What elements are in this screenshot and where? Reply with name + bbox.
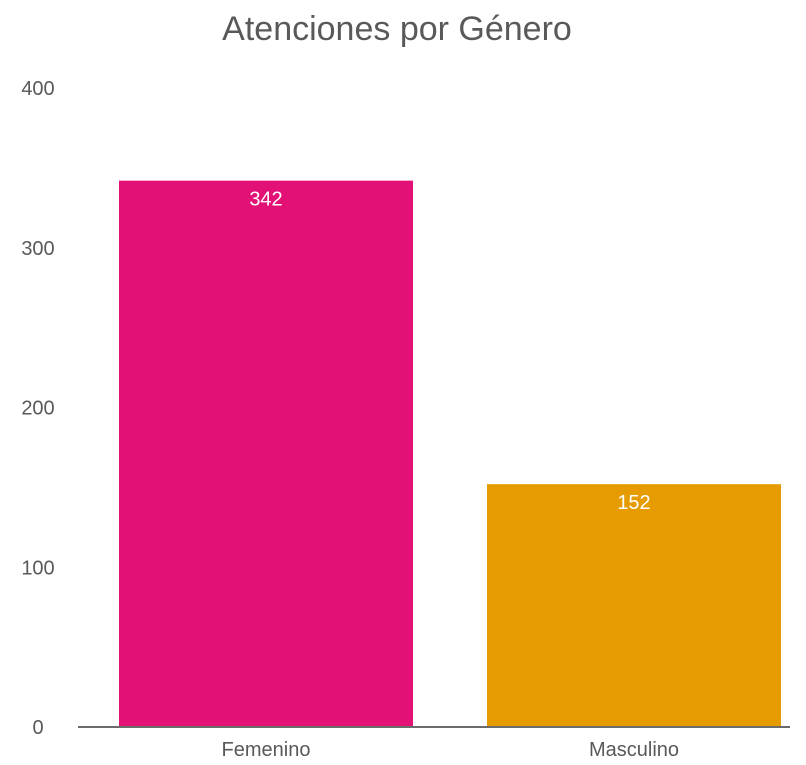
bar-masculino[interactable] (487, 484, 781, 727)
y-tick-label: 300 (21, 238, 54, 260)
chart-title: Atenciones por Género (222, 10, 572, 48)
y-axis-ticks: 0 100 200 300 400 (21, 78, 54, 739)
x-axis-category-labels: Femenino Masculino (222, 739, 679, 761)
bars: 342 152 (119, 180, 781, 727)
x-tick-label: Masculino (589, 739, 679, 761)
bar-data-label: 152 (617, 492, 650, 514)
bar-femenino[interactable] (119, 180, 413, 727)
bar-data-label: 342 (249, 189, 282, 211)
y-tick-label: 0 (32, 717, 43, 739)
y-tick-label: 200 (21, 398, 54, 420)
y-tick-label: 400 (21, 78, 54, 100)
y-tick-label: 100 (21, 557, 54, 579)
x-tick-label: Femenino (222, 739, 311, 761)
